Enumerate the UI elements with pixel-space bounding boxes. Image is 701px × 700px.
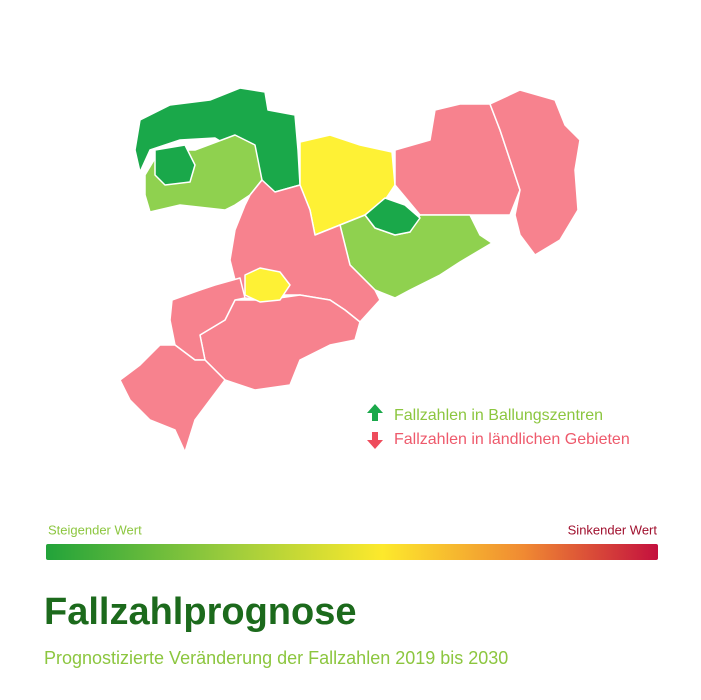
- down-arrow: [367, 432, 383, 449]
- color-scale: [46, 544, 658, 560]
- subtitle: Prognostizierte Veränderung der Fallzahl…: [44, 648, 508, 668]
- region: [489, 89, 581, 256]
- region: [119, 344, 226, 453]
- legend-label: Fallzahlen in Ballungszentren: [394, 407, 603, 424]
- scale-label: Steigender Wert: [48, 522, 142, 537]
- region: [244, 267, 291, 303]
- up-arrow: [367, 404, 383, 421]
- scale-label: Sinkender Wert: [568, 522, 658, 537]
- region: [364, 197, 421, 236]
- title: Fallzahlprognose: [44, 591, 356, 633]
- region: [154, 144, 196, 186]
- map: [119, 87, 581, 453]
- legend-label: Fallzahlen in ländlichen Gebieten: [394, 431, 630, 448]
